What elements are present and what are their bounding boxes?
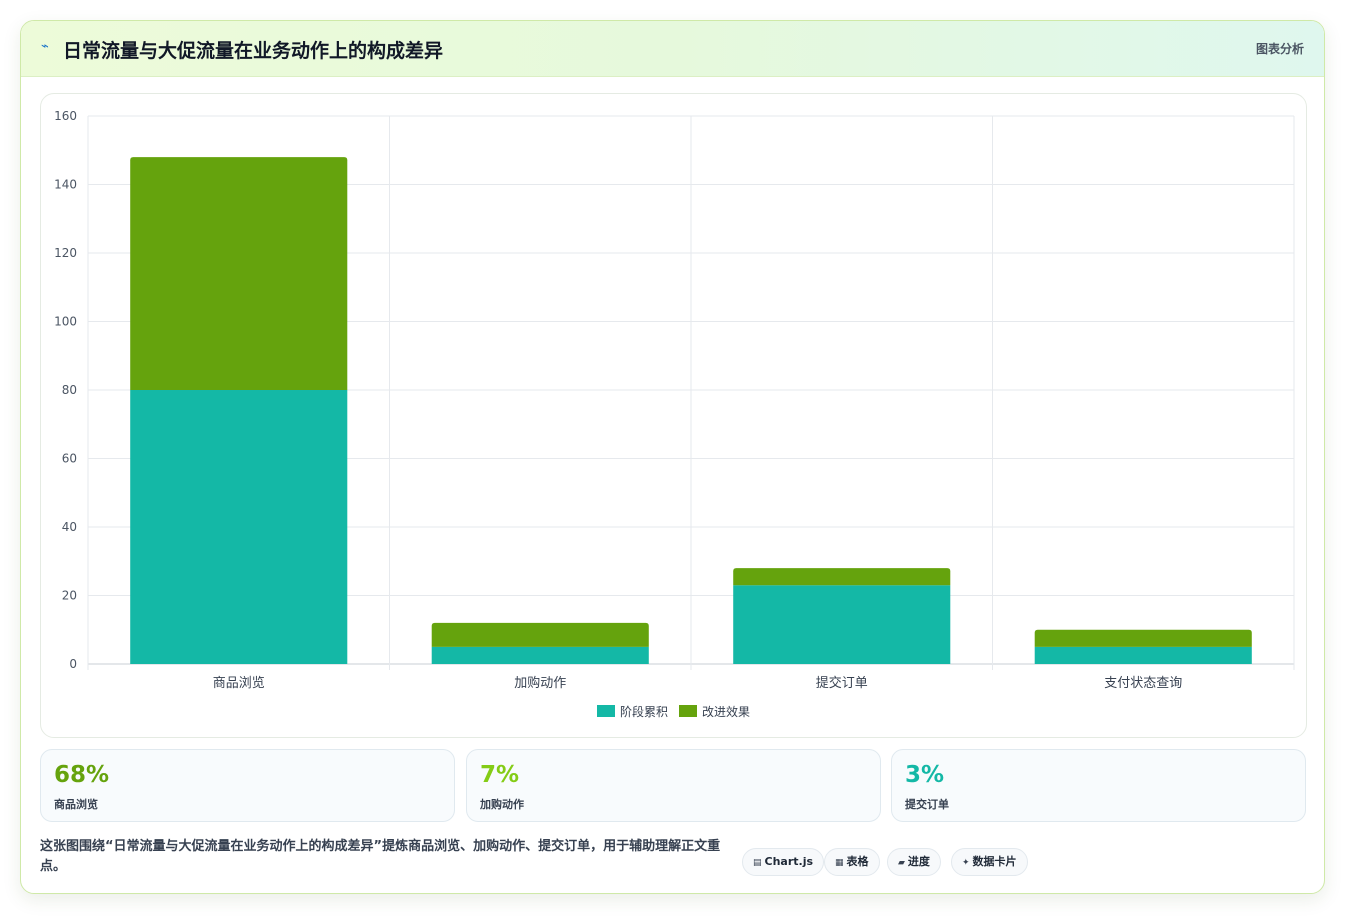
- y-tick-label: 160: [54, 109, 77, 123]
- pill-table[interactable]: ▦ 表格: [824, 848, 880, 876]
- trend-line-icon: ⌁: [41, 39, 49, 54]
- table-icon: ▦: [835, 858, 844, 868]
- pill-label: 进度: [907, 855, 930, 868]
- y-tick-label: 0: [69, 657, 77, 671]
- card-header: ⌁ 日常流量与大促流量在业务动作上的构成差异 图表分析: [21, 21, 1324, 77]
- progress-icon: ▰: [898, 858, 905, 868]
- legend-label-0: 阶段累积: [620, 704, 668, 719]
- legend-label-1: 改进效果: [702, 704, 750, 719]
- stat-label: 商品浏览: [54, 798, 98, 811]
- stat-card-1: 7% 加购动作: [466, 749, 881, 822]
- pill-label: Chart.js: [764, 855, 814, 868]
- bar-0-0: [130, 390, 348, 664]
- bar-0-1: [431, 646, 649, 664]
- y-tick-label: 60: [62, 452, 77, 466]
- sparkle-icon: ✦: [962, 858, 970, 868]
- bar-0-2: [733, 585, 951, 664]
- stat-label: 加购动作: [480, 798, 524, 811]
- y-tick-label: 100: [54, 315, 77, 329]
- stacked-bar-chart: 0 20 40 60 80 100 120 140 160 商品浏览 加购动作 提交订单 支付状态查询阶…: [54, 109, 1295, 719]
- stat-value: 68%: [54, 762, 110, 788]
- chart-card: ⌁ 日常流量与大促流量在业务动作上的构成差异 图表分析 0 20 40 60 80 100…: [20, 20, 1325, 894]
- x-tick-label: 提交订单: [816, 675, 868, 691]
- chart-description: 这张图围绕“日常流量与大促流量在业务动作上的构成差异”提炼商品浏览、加购动作、提…: [40, 839, 721, 874]
- chart-analysis-tag: 图表分析: [1255, 42, 1304, 56]
- x-tick-label: 商品浏览: [213, 675, 265, 691]
- x-tick-label: 支付状态查询: [1104, 676, 1182, 691]
- stat-card-0: 68% 商品浏览: [40, 749, 455, 822]
- x-tick-label: 加购动作: [514, 675, 566, 691]
- y-tick-label: 120: [54, 246, 77, 260]
- bar-1-0: [130, 157, 348, 390]
- pill-label: 数据卡片: [972, 855, 1017, 868]
- y-tick-label: 80: [62, 383, 77, 397]
- chart-icon: ▤: [753, 858, 762, 868]
- stat-value: 7%: [480, 762, 520, 788]
- stat-label: 提交订单: [905, 798, 949, 811]
- chart-container: 0 20 40 60 80 100 120 140 160 商品浏览 加购动作 提交订单 支付状态查询阶…: [40, 93, 1307, 738]
- y-tick-label: 40: [62, 520, 77, 534]
- pill-label: 表格: [846, 855, 869, 868]
- page-title: 日常流量与大促流量在业务动作上的构成差异: [63, 40, 444, 62]
- y-tick-label: 140: [54, 178, 77, 192]
- bar-0-3: [1034, 646, 1252, 664]
- bar-1-3: [1034, 629, 1252, 647]
- legend-swatch-1: [679, 705, 697, 717]
- legend-swatch-0: [597, 705, 615, 717]
- y-tick-label: 20: [62, 589, 77, 603]
- pill-data-card[interactable]: ✦ 数据卡片: [951, 848, 1028, 876]
- pill-chartjs[interactable]: ▤ Chart.js: [742, 848, 825, 876]
- bar-1-2: [733, 568, 951, 586]
- stat-card-2: 3% 提交订单: [891, 749, 1306, 822]
- stat-value: 3%: [905, 762, 945, 788]
- pill-progress[interactable]: ▰ 进度: [887, 848, 941, 876]
- bar-1-1: [431, 622, 649, 647]
